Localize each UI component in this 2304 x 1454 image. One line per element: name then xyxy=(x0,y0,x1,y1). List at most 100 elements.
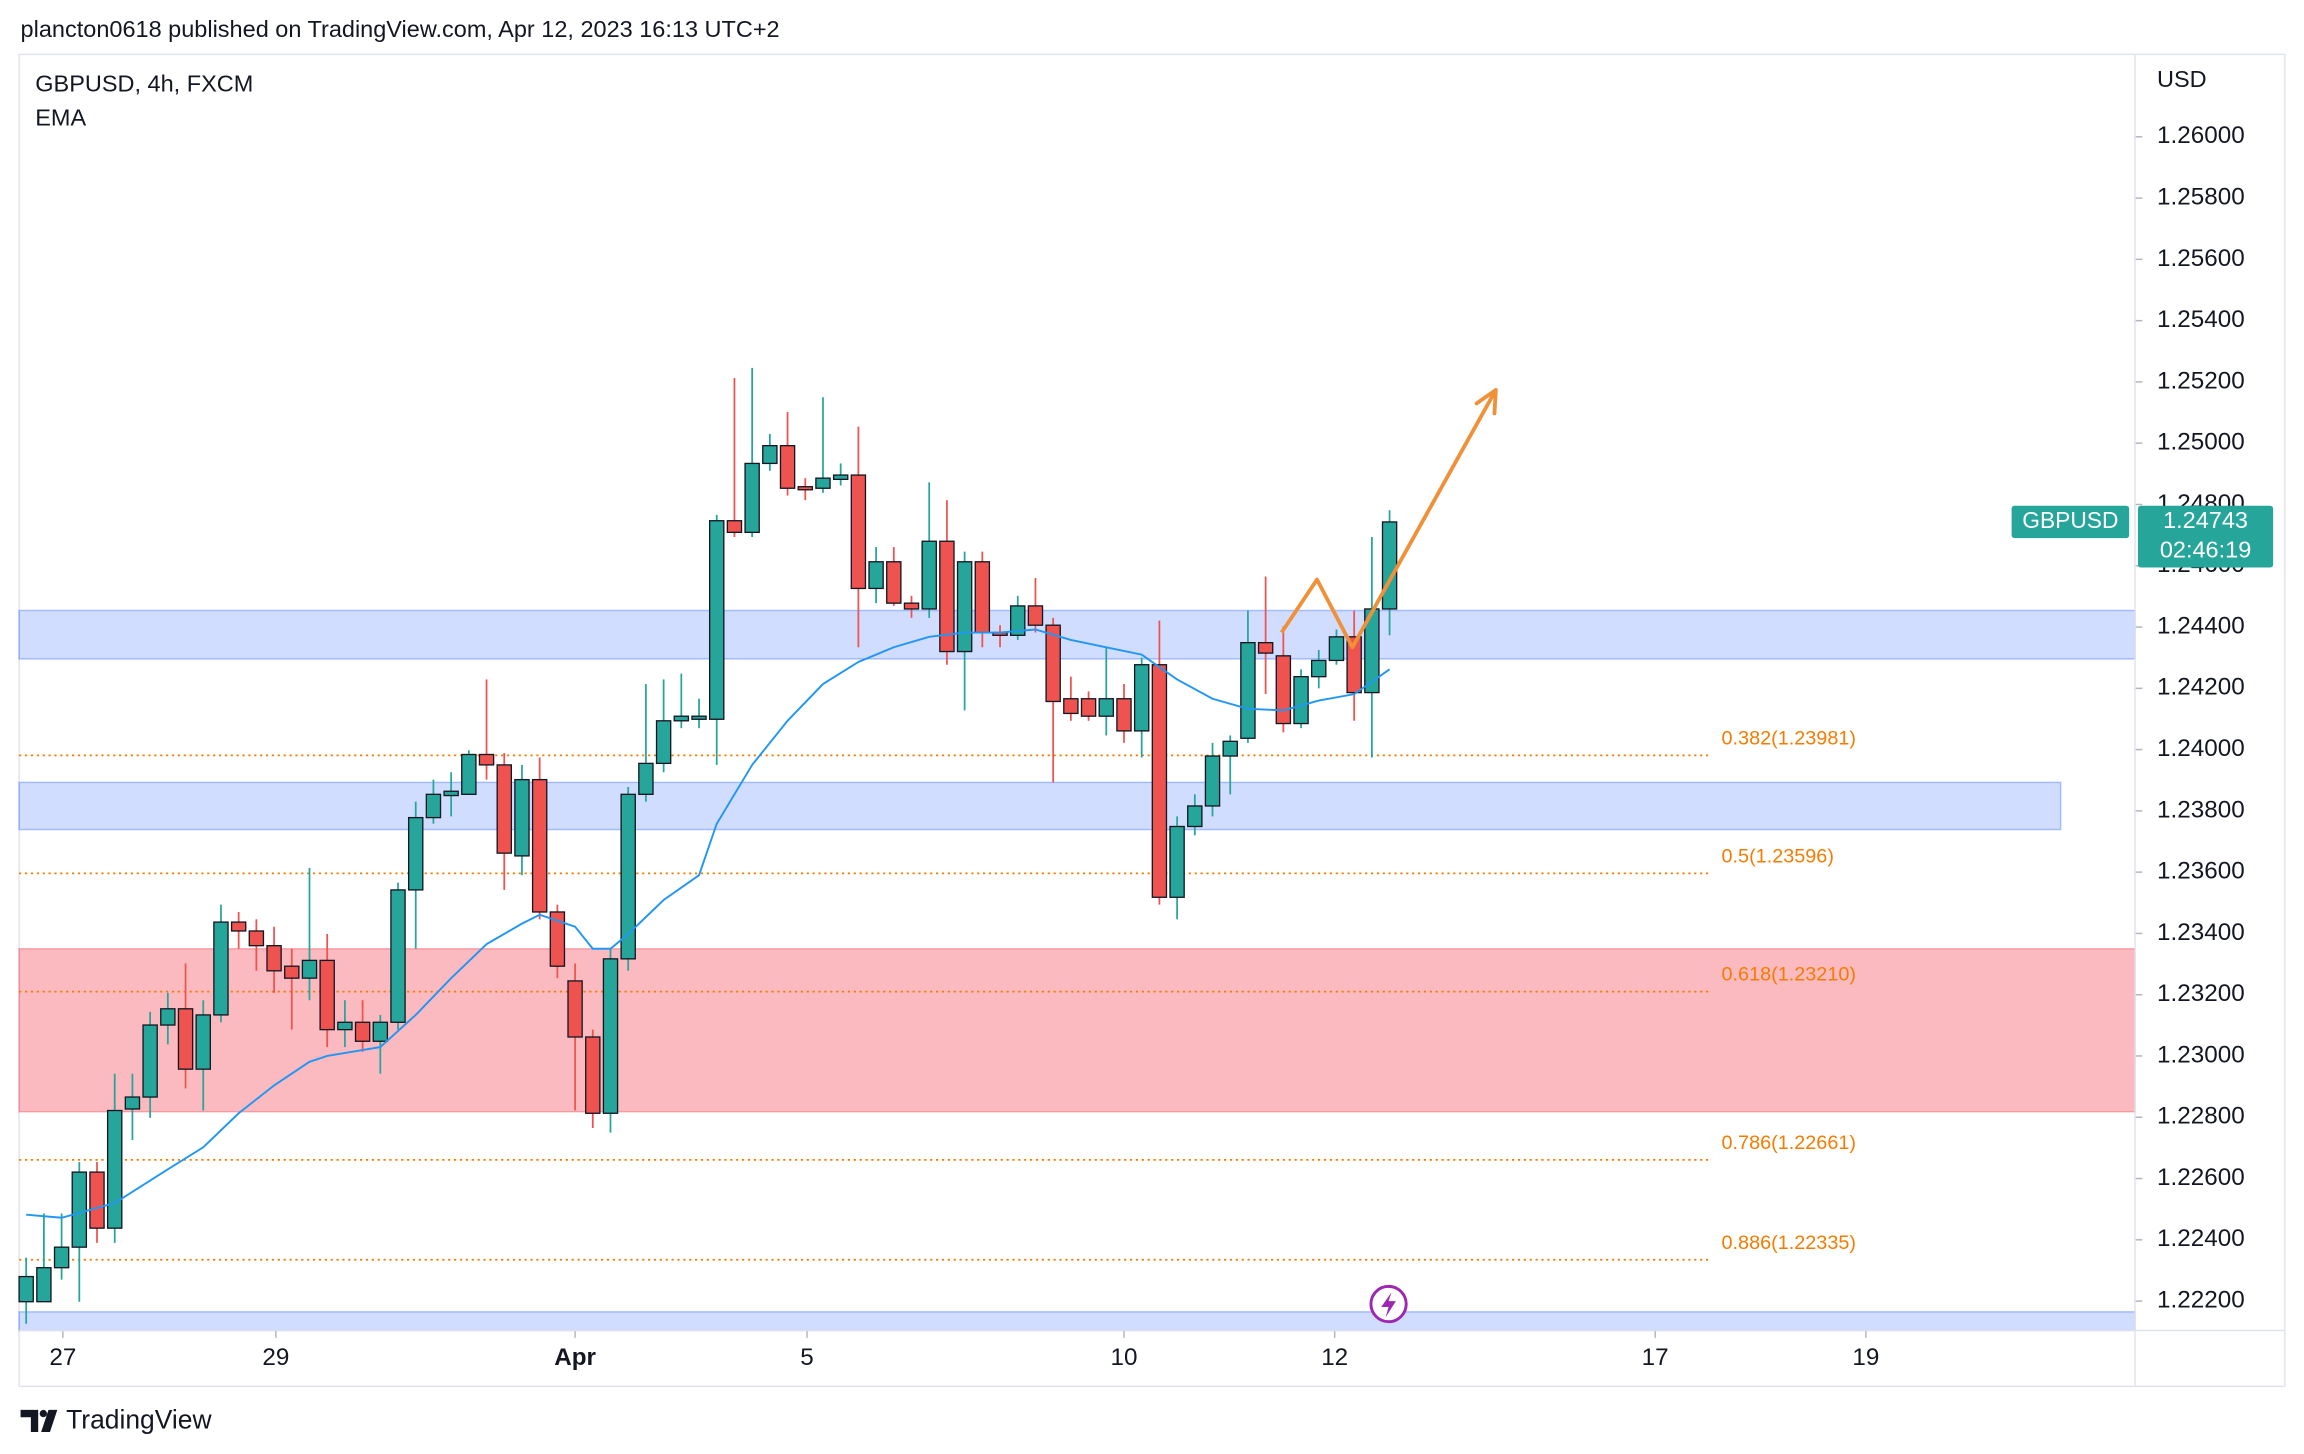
candle-body xyxy=(407,816,424,891)
zone xyxy=(18,781,2062,831)
candle-body xyxy=(620,793,636,960)
y-tick-label: 1.24200 xyxy=(2157,674,2245,701)
candle-body xyxy=(638,762,654,795)
candle-body xyxy=(673,715,690,722)
x-tick-label: 12 xyxy=(1321,1344,1348,1371)
candle-body xyxy=(1027,605,1044,626)
candle-body xyxy=(956,561,973,653)
y-tick-label: 1.25800 xyxy=(2157,183,2245,210)
candle-body xyxy=(1328,636,1345,662)
candle-body xyxy=(1240,642,1256,739)
indicator-legend: EMA xyxy=(35,104,86,130)
candle-body xyxy=(1346,636,1362,694)
candle-body xyxy=(390,889,406,1023)
candle-body xyxy=(230,921,247,932)
candle-body xyxy=(1204,755,1221,807)
candle-body xyxy=(53,1246,70,1269)
candle-body xyxy=(567,980,583,1038)
candle-body xyxy=(921,540,937,610)
candle-body xyxy=(1151,664,1168,898)
publish-info: plancton0618 published on TradingView.co… xyxy=(21,16,780,42)
candle-body xyxy=(585,1036,601,1114)
candle-body xyxy=(89,1171,105,1229)
y-tick-label: 1.22800 xyxy=(2157,1103,2245,1130)
candle-body xyxy=(478,753,495,766)
candle-body xyxy=(1311,659,1327,678)
candle-body xyxy=(886,561,902,604)
x-tick-label: 17 xyxy=(1642,1344,1669,1371)
logo-dot xyxy=(39,1409,48,1418)
candle-body xyxy=(1222,740,1238,757)
event-icon[interactable] xyxy=(1369,1284,1408,1324)
projection-path xyxy=(1279,388,1498,650)
candle-body xyxy=(372,1021,389,1042)
candle-body xyxy=(124,1096,141,1110)
candle-body xyxy=(284,965,300,979)
x-tick-label: 10 xyxy=(1110,1344,1137,1371)
y-tick-label: 1.23000 xyxy=(2157,1041,2245,1068)
y-tick-label: 1.23600 xyxy=(2157,858,2245,885)
candle-body xyxy=(213,921,229,1016)
candle-body xyxy=(708,520,725,720)
countdown-label: 02:46:19 xyxy=(2160,537,2251,563)
x-tick-label: 5 xyxy=(800,1344,813,1371)
candle-body xyxy=(779,444,796,489)
candle-body xyxy=(691,715,707,720)
candle-body xyxy=(1045,624,1061,703)
candle-body xyxy=(762,444,778,465)
candle-body xyxy=(602,958,619,1114)
candle-body xyxy=(1381,521,1398,610)
price-tag-label: 1.24743 xyxy=(2163,507,2248,533)
candle-body xyxy=(461,753,477,795)
candle-body xyxy=(496,764,513,854)
x-tick-label: 19 xyxy=(1852,1344,1879,1371)
logo-mark xyxy=(20,1409,58,1432)
candle-body xyxy=(1080,698,1097,717)
candle-body xyxy=(531,778,548,913)
candle-body xyxy=(549,911,566,967)
candle-body xyxy=(514,778,530,857)
fib-label: 0.5(1.23596) xyxy=(1722,845,1834,867)
y-tick-label: 1.24000 xyxy=(2157,735,2245,762)
footer-logo: TradingView xyxy=(20,1405,212,1435)
x-tick-label: 27 xyxy=(49,1344,76,1371)
y-tick-label: 1.22200 xyxy=(2157,1286,2245,1313)
y-tick-label: 1.23200 xyxy=(2157,980,2245,1007)
y-tick-label: 1.24400 xyxy=(2157,612,2245,639)
candle-body xyxy=(1187,805,1203,828)
y-tick-label: 1.25000 xyxy=(2157,429,2245,456)
x-tick-label: 29 xyxy=(262,1344,289,1371)
y-tick-label: 1.26000 xyxy=(2157,122,2245,149)
candle-body xyxy=(160,1008,176,1026)
candle-body xyxy=(71,1171,88,1248)
candle-body xyxy=(1275,655,1292,725)
y-tick-label: 1.22600 xyxy=(2157,1164,2245,1191)
y-tick-label: 1.23800 xyxy=(2157,796,2245,823)
y-tick-label: 1.25600 xyxy=(2157,245,2245,272)
candle-body xyxy=(815,477,831,489)
candle-body xyxy=(248,930,265,947)
y-tick-label: 1.25200 xyxy=(2157,367,2245,394)
currency-label: USD xyxy=(2157,66,2207,92)
price-tag xyxy=(2137,505,2274,568)
candle-body xyxy=(974,561,991,634)
candle-body xyxy=(443,790,459,797)
candle-body xyxy=(1293,676,1309,725)
candle-body xyxy=(142,1024,158,1098)
symbol-legend: GBPUSD, 4h, FXCM xyxy=(35,70,253,96)
y-tick-label: 1.23400 xyxy=(2157,919,2245,946)
candle-body xyxy=(868,561,884,590)
candle-body xyxy=(1116,698,1132,732)
projection-arrowhead xyxy=(1474,387,1498,416)
candle-body xyxy=(832,474,849,481)
candle-body xyxy=(337,1021,353,1031)
candle-body xyxy=(177,1008,194,1070)
candle-body xyxy=(36,1267,52,1303)
candle-body xyxy=(1063,698,1079,715)
zone xyxy=(18,609,2136,660)
candle-body xyxy=(850,474,867,590)
event-bolt[interactable] xyxy=(1381,1292,1396,1318)
candle-body xyxy=(18,1275,34,1303)
candle-body xyxy=(1010,605,1026,636)
